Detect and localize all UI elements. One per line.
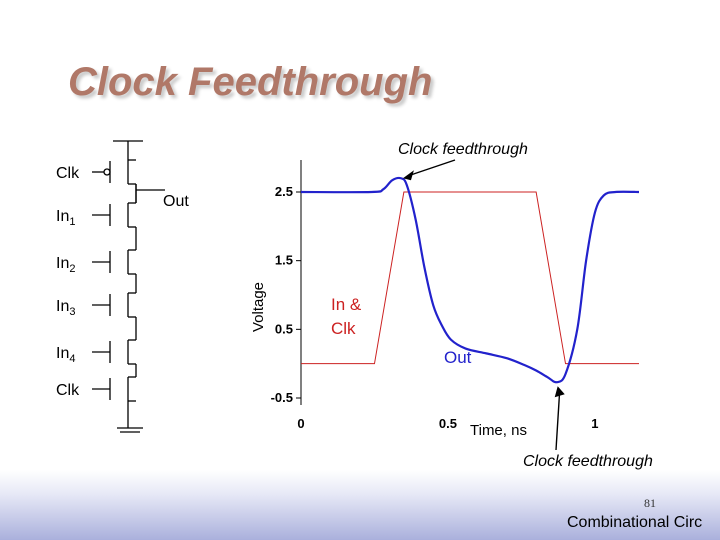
arrowhead: [402, 170, 414, 181]
y-axis-label: Voltage: [250, 282, 267, 332]
page-number: 81: [644, 496, 656, 510]
inverter-bubble: [103, 168, 111, 176]
x-tick-label: 0.5: [439, 416, 457, 431]
x-axis-label: Time, ns: [470, 422, 527, 439]
x-tick-label: 1: [591, 416, 598, 431]
annotation-arrow: [406, 159, 456, 177]
annotation-bottom: Clock feedthrough: [523, 453, 653, 470]
transistor-schematic: Clk In1 In2 In3 In4 Clk Out: [56, 140, 189, 433]
input-label: Clk: [56, 382, 80, 399]
arrowhead: [554, 386, 565, 398]
transistor: In2: [56, 249, 136, 275]
chart-axes: 2.5 1.5 0.5 -0.5 0 0.5 1 Voltage Time, ns: [250, 160, 599, 439]
x-tick-label: 0: [297, 416, 304, 431]
transistor: In3: [56, 292, 136, 318]
series-in-clk-line: [301, 191, 639, 365]
series-label-out: Out: [444, 348, 472, 367]
input-label: In1: [56, 208, 75, 228]
transistor: In4: [56, 339, 136, 365]
transistor: Clk: [56, 159, 136, 185]
voltage-time-chart: 2.5 1.5 0.5 -0.5 0 0.5 1 Voltage Time, ns In & Cl…: [250, 141, 653, 470]
chart-labels: In & Clk Out Clock feedthrough Clock feedthr…: [331, 141, 653, 470]
footer-text: Combinational Circ: [567, 514, 703, 531]
chart-series: [300, 176, 640, 384]
series-out-line: [300, 176, 640, 384]
annotation-top: Clock feedthrough: [398, 141, 528, 158]
footer-band: [0, 470, 720, 540]
input-label: In3: [56, 298, 75, 318]
transistor: In1: [56, 202, 136, 228]
input-label: Clk: [56, 165, 80, 182]
transistor: Clk: [56, 376, 136, 402]
output-label: Out: [163, 193, 189, 210]
y-tick-label: 1.5: [275, 253, 293, 268]
y-tick-label: 0.5: [275, 321, 293, 336]
y-tick-label: 2.5: [275, 184, 293, 199]
y-tick-label: -0.5: [271, 390, 293, 405]
input-label: In4: [56, 345, 75, 365]
slide-title: Clock Feedthrough: [68, 60, 433, 104]
annotation-arrow: [555, 390, 561, 451]
input-label: In2: [56, 255, 75, 275]
series-label-in-clk: In & Clk: [331, 295, 362, 338]
